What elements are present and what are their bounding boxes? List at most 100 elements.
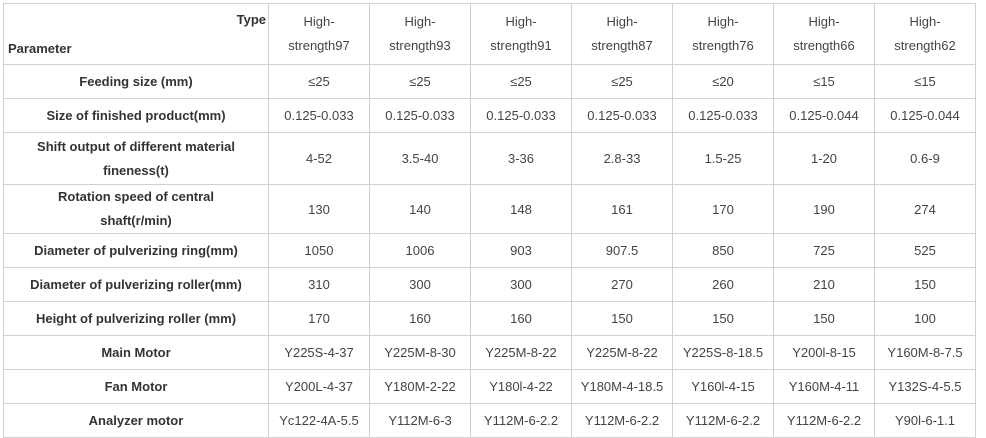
cell: 3-36 (470, 132, 572, 185)
row-label-text: Analyzer motor (88, 412, 184, 428)
cell: 148 (470, 184, 572, 234)
row-label-text: Diameter of pulverizing roller(mm) (30, 276, 242, 292)
cell: 1-20 (773, 132, 875, 185)
cell: 130 (268, 184, 370, 234)
cell: Y200l-8-15 (773, 335, 875, 370)
cell: 150 (571, 301, 673, 336)
cell: ≤15 (874, 64, 976, 99)
cell: 140 (369, 184, 471, 234)
cell: 150 (672, 301, 774, 336)
header-row: Type Parameter High-strength97 High-stren… (3, 3, 976, 65)
cell: 161 (571, 184, 673, 234)
cell: Y180l-4-22 (470, 369, 572, 404)
cell: 0.125-0.033 (571, 98, 673, 133)
cell: 907.5 (571, 233, 673, 268)
column-title: High-strength76 (692, 14, 754, 53)
cell: 150 (874, 267, 976, 302)
cell: ≤25 (369, 64, 471, 99)
column-header: High-strength66 (773, 3, 875, 65)
data-row: Analyzer motor Yc122-4A-5.5 Y112M-6-3 Y112M… (3, 403, 976, 438)
cell: Y225S-4-37 (268, 335, 370, 370)
cell: ≤25 (268, 64, 370, 99)
cell: Y112M-6-2.2 (773, 403, 875, 438)
cell: Y132S-4-5.5 (874, 369, 976, 404)
cell: Y112M-6-3 (369, 403, 471, 438)
cell: 274 (874, 184, 976, 234)
row-label: Height of pulverizing roller (mm) (3, 301, 269, 336)
row-label: Rotation speed of central shaft(r/min) (3, 184, 269, 234)
cell: 170 (672, 184, 774, 234)
row-label-text: Diameter of pulverizing ring(mm) (34, 242, 238, 258)
data-row: Height of pulverizing roller (mm) 170 160 1… (3, 301, 976, 336)
corner-cell: Type Parameter (3, 3, 269, 65)
data-row: Shift output of different material finen… (3, 132, 976, 185)
data-row: Fan Motor Y200L-4-37 Y180M-2-22 Y180l-4-22 Y… (3, 369, 976, 404)
cell: Y225S-8-18.5 (672, 335, 774, 370)
cell: Y160M-8-7.5 (874, 335, 976, 370)
row-label: Shift output of different material finen… (3, 132, 269, 185)
cell: ≤25 (571, 64, 673, 99)
row-label-text: Rotation speed of central shaft(r/min) (57, 189, 215, 228)
cell: 903 (470, 233, 572, 268)
cell: ≤15 (773, 64, 875, 99)
corner-parameter: Parameter (8, 41, 72, 56)
column-header: High-strength76 (672, 3, 774, 65)
column-title: High-strength66 (793, 14, 855, 53)
cell: Y90l-6-1.1 (874, 403, 976, 438)
row-label: Fan Motor (3, 369, 269, 404)
row-label-text: Main Motor (101, 344, 171, 360)
cell: 0.125-0.044 (773, 98, 875, 133)
column-header: High-strength87 (571, 3, 673, 65)
cell: Y225M-8-22 (470, 335, 572, 370)
cell: 0.125-0.033 (672, 98, 774, 133)
cell: 310 (268, 267, 370, 302)
row-label-text: Feeding size (mm) (79, 73, 193, 89)
cell: 300 (470, 267, 572, 302)
cell: 725 (773, 233, 875, 268)
row-label: Feeding size (mm) (3, 64, 269, 99)
data-row: Feeding size (mm) ≤25 ≤25 ≤25 ≤25 ≤20 ≤15 ≤15 (3, 64, 976, 99)
cell: 170 (268, 301, 370, 336)
cell: 850 (672, 233, 774, 268)
cell: 150 (773, 301, 875, 336)
cell: 100 (874, 301, 976, 336)
cell: 4-52 (268, 132, 370, 185)
row-label: Diameter of pulverizing ring(mm) (3, 233, 269, 268)
corner-type: Type (236, 12, 266, 27)
cell: 190 (773, 184, 875, 234)
cell: Yc122-4A-5.5 (268, 403, 370, 438)
column-header: High-strength62 (874, 3, 976, 65)
cell: 1.5-25 (672, 132, 774, 185)
cell: Y112M-6-2.2 (672, 403, 774, 438)
cell: 1050 (268, 233, 370, 268)
cell: 160 (470, 301, 572, 336)
row-label: Diameter of pulverizing roller(mm) (3, 267, 269, 302)
cell: 0.125-0.033 (268, 98, 370, 133)
cell: 2.8-33 (571, 132, 673, 185)
cell: 1006 (369, 233, 471, 268)
column-title: High-strength97 (288, 14, 350, 53)
column-title: High-strength91 (490, 14, 552, 53)
cell: Y160l-4-15 (672, 369, 774, 404)
cell: Y112M-6-2.2 (470, 403, 572, 438)
cell: 0.125-0.033 (470, 98, 572, 133)
table-container: Type Parameter High-strength97 High-stren… (3, 3, 976, 438)
cell: ≤25 (470, 64, 572, 99)
data-row: Main Motor Y225S-4-37 Y225M-8-30 Y225M-8-22… (3, 335, 976, 370)
cell: 0.6-9 (874, 132, 976, 185)
cell: ≤20 (672, 64, 774, 99)
column-title: High-strength93 (389, 14, 451, 53)
cell: 0.125-0.044 (874, 98, 976, 133)
cell: Y180M-4-18.5 (571, 369, 673, 404)
cell: 270 (571, 267, 673, 302)
cell: Y225M-8-30 (369, 335, 471, 370)
row-label-text: Size of finished product(mm) (46, 107, 226, 123)
cell: 300 (369, 267, 471, 302)
row-label-text: Fan Motor (104, 378, 168, 394)
cell: 0.125-0.033 (369, 98, 471, 133)
data-row: Diameter of pulverizing roller(mm) 310 300… (3, 267, 976, 302)
cell: 160 (369, 301, 471, 336)
row-label: Main Motor (3, 335, 269, 370)
cell: Y225M-8-22 (571, 335, 673, 370)
